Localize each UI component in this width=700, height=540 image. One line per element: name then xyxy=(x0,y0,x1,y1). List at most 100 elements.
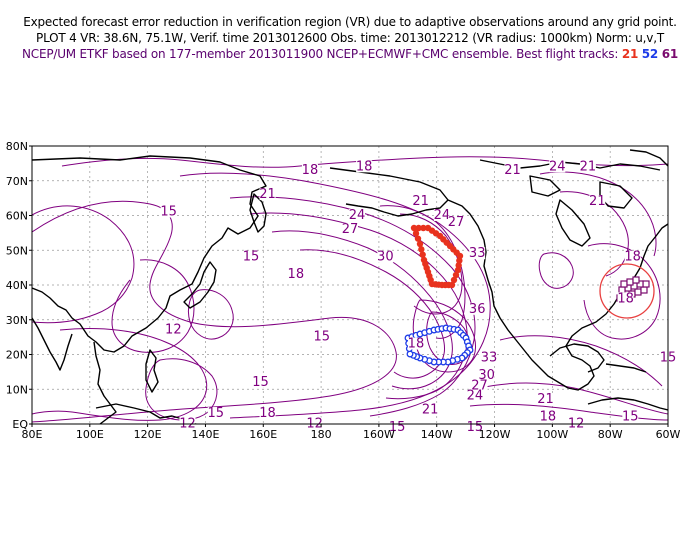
y-tick-label: 50N xyxy=(6,244,28,257)
y-tick-label: 30N xyxy=(6,314,28,327)
contour-label: 21 xyxy=(412,194,429,209)
x-tick-label: 180 xyxy=(311,428,332,441)
y-tick-label: 70N xyxy=(6,175,28,188)
contour-label-bg xyxy=(478,368,495,381)
contour-label-bg xyxy=(568,417,585,430)
contour-line xyxy=(32,328,208,421)
contour-label-bg xyxy=(342,222,358,235)
track-a-point xyxy=(418,246,425,253)
x-axis-labels: 80E 100E 120E 140E 160E 180 160W 140W 120W 100W 80… xyxy=(22,424,681,441)
contour-label: 18 xyxy=(302,163,319,178)
contour-line xyxy=(538,252,574,289)
track-c-point xyxy=(640,286,648,294)
header-line-2: PLOT 4 VR: 38.6N, 75.1W, Verif. time 201… xyxy=(36,31,664,45)
track-c-point xyxy=(632,276,640,284)
contour-label-bg xyxy=(301,163,318,176)
contour-label-bg xyxy=(412,195,429,208)
header-line-3-prefix: NCEP/UM ETKF based on 177-member 2013011… xyxy=(21,47,619,61)
flight-track-b xyxy=(404,324,474,366)
y-tick-label: 60N xyxy=(6,210,28,223)
x-tick-label: 160W xyxy=(363,428,395,441)
track-a-point xyxy=(420,224,427,232)
track-a-point xyxy=(424,224,432,232)
contour-label: 15 xyxy=(313,330,330,345)
plot-header: Expected forecast error reduction in ver… xyxy=(0,14,700,62)
y-tick-label: 10N xyxy=(6,383,28,396)
contour-label-bg xyxy=(259,407,276,420)
coastline-philippines xyxy=(145,349,159,393)
contour-label-bg xyxy=(252,375,269,388)
coastline-south-america xyxy=(587,397,668,411)
y-axis-labels: EQ 10N 20N 30N 40N 50N 60N 70N 80N xyxy=(6,140,32,431)
contour-label: 21 xyxy=(580,159,597,174)
contour-label: 30 xyxy=(478,368,495,383)
contour-label: 15 xyxy=(160,205,177,220)
contour-label: 21 xyxy=(537,392,554,407)
coastline-kamchatka xyxy=(249,193,267,233)
contour-label-bg xyxy=(407,337,424,350)
contour-label-bg xyxy=(471,379,488,392)
track-c-point xyxy=(620,280,628,288)
contour-label-bg xyxy=(433,208,450,221)
contour-label: 18 xyxy=(288,267,305,282)
contour-label-bg xyxy=(549,160,566,173)
contour-label-bg xyxy=(349,208,366,221)
contour-label: 18 xyxy=(540,410,557,425)
contour-label-bg xyxy=(160,205,177,218)
contour-label-bg xyxy=(469,247,486,260)
x-tick-label: 120W xyxy=(479,428,511,441)
contour-label-bg xyxy=(259,188,276,201)
contour-line xyxy=(179,172,491,419)
contour-label: 21 xyxy=(259,187,276,202)
contour-label: 24 xyxy=(467,389,484,404)
contour-label: 18 xyxy=(624,250,641,265)
contour-label: 18 xyxy=(617,291,634,306)
x-tick-label: 100E xyxy=(76,428,104,441)
contour-label: 12 xyxy=(165,323,182,338)
x-tick-label: 80E xyxy=(22,428,43,441)
contour-label-bg xyxy=(622,410,639,423)
x-tick-label: 60W xyxy=(656,428,681,441)
header-line-3: NCEP/UM ETKF based on 177-member 2013011… xyxy=(0,46,700,62)
contour-label: 27 xyxy=(342,222,359,237)
contour-label: 15 xyxy=(622,410,639,425)
contour-label-bg xyxy=(448,215,464,228)
x-tick-label: 120E xyxy=(134,428,162,441)
coastline-caribbean xyxy=(605,363,647,373)
coastline-southeast-asia xyxy=(93,341,117,424)
track-a-point xyxy=(412,230,420,237)
contour-label: 15 xyxy=(207,406,224,421)
contour-label: 36 xyxy=(469,302,486,317)
contour-label-bg xyxy=(617,292,634,305)
contour-label: 27 xyxy=(448,215,465,230)
track-a-point xyxy=(452,271,460,279)
track-c-point xyxy=(626,278,634,286)
contour-line xyxy=(412,299,477,373)
contour-line xyxy=(271,230,453,390)
contour-label-bg xyxy=(306,417,323,430)
track-a-point xyxy=(456,257,463,264)
contour-label: 15 xyxy=(243,250,260,265)
contour-label: 21 xyxy=(504,163,521,178)
track-c-point xyxy=(634,288,642,296)
y-tick-label: EQ xyxy=(12,418,28,431)
contour-label-bg xyxy=(469,302,486,315)
x-tick-label: 140E xyxy=(191,428,219,441)
x-tick-label: 140W xyxy=(421,428,453,441)
contour-label: 21 xyxy=(422,403,439,418)
contour-line xyxy=(249,212,468,400)
coastline-greenland xyxy=(629,149,668,167)
contour-line xyxy=(229,196,476,417)
track-a-point xyxy=(455,262,462,269)
contour-line xyxy=(469,403,668,421)
coastline-hudson-bay xyxy=(555,199,591,247)
coastline-gulf-of-mexico xyxy=(549,343,605,373)
contour-label-bg xyxy=(422,403,439,416)
header-line-1: Expected forecast error reduction in ver… xyxy=(23,15,677,29)
flight-track-b-label: 52 xyxy=(641,47,659,61)
contour-label-bg xyxy=(179,417,196,430)
x-tick-label: 80W xyxy=(598,428,623,441)
flight-track-c-label: 61 xyxy=(661,47,679,61)
contour-line xyxy=(583,243,661,340)
